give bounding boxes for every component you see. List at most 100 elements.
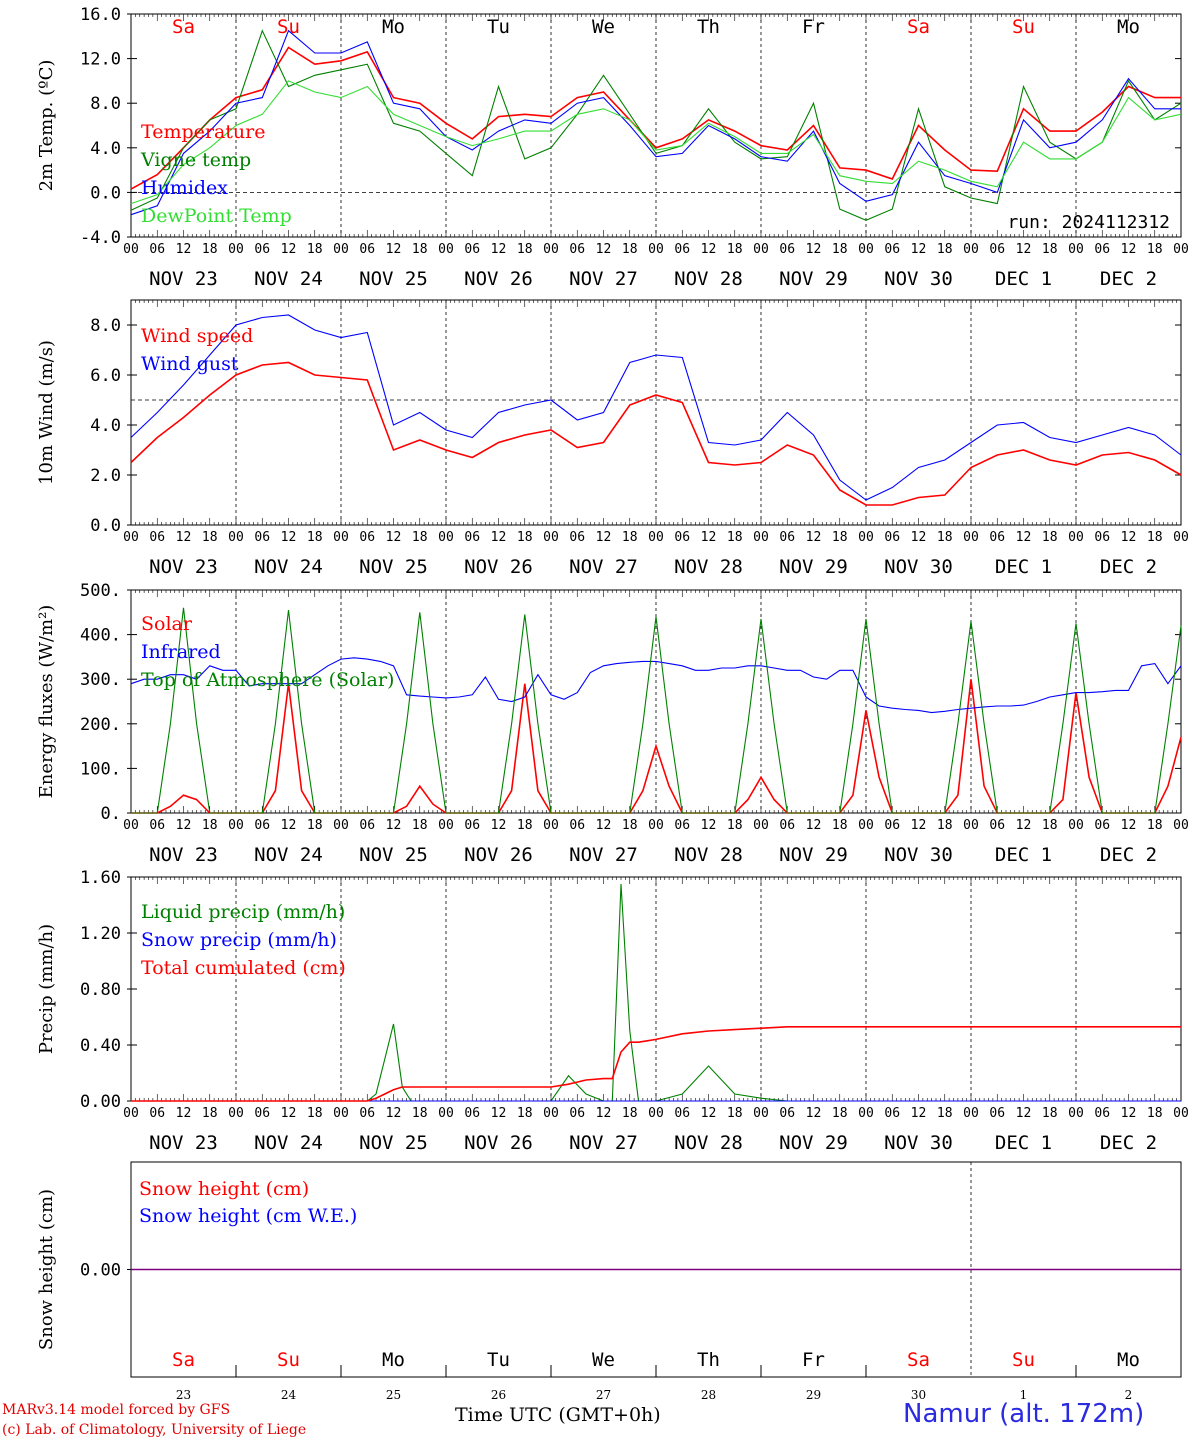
hour-label: 06 [779,242,795,257]
date-label: NOV 28 [674,556,743,578]
date-label: NOV 24 [254,844,323,866]
time-axis-label: Time UTC (GMT+0h) [455,1404,661,1426]
date-label: NOV 25 [359,1132,428,1154]
date-label: NOV 29 [779,844,848,866]
hour-label: 18 [1042,242,1058,257]
hour-label: 06 [989,242,1005,257]
date-label: DEC 1 [995,556,1052,578]
date-label: DEC 2 [1100,268,1157,290]
legend-entry: Infrared [141,641,221,663]
date-label: NOV 29 [779,556,848,578]
hour-label: 06 [674,242,690,257]
day-number: 2 [1125,1388,1133,1402]
hour-label: 06 [779,1106,795,1121]
hour-label: 12 [701,530,717,545]
hour-label: 00 [963,242,979,257]
hour-label: 06 [1094,818,1110,833]
date-label: NOV 23 [149,844,218,866]
hour-label: 18 [937,1106,953,1121]
hour-label: 12 [281,530,297,545]
hour-label: 06 [569,242,585,257]
legend-entry: Snow precip (mm/h) [141,929,337,951]
hour-label: 12 [1016,530,1032,545]
hour-label: 18 [1147,818,1163,833]
hour-label: 12 [596,530,612,545]
hour-label: 12 [596,242,612,257]
hour-label: 00 [1068,1106,1084,1121]
panel-frame-2 [130,589,1182,814]
hour-label: 12 [386,818,402,833]
hour-label: 00 [333,1106,349,1121]
hour-label: 00 [333,530,349,545]
hour-label: 00 [123,530,139,545]
date-label: NOV 24 [254,268,323,290]
hour-label: 12 [701,242,717,257]
hour-label: 00 [228,242,244,257]
hour-label: 18 [307,1106,323,1121]
hour-label: 18 [622,818,638,833]
date-label: NOV 23 [149,556,218,578]
date-label: NOV 23 [149,268,218,290]
hour-label: 00 [123,242,139,257]
hour-label: 06 [884,530,900,545]
series-line-green [131,607,1182,814]
hour-label: 12 [386,242,402,257]
day-name-top: We [592,16,615,38]
date-label: NOV 24 [254,1132,323,1154]
hour-label: 06 [359,530,375,545]
day-name-bottom: Tu [487,1349,510,1371]
hour-label: 00 [963,530,979,545]
y-tick-label: 8.0 [90,94,121,114]
hour-label: 00 [333,818,349,833]
day-name-bottom: Sa [907,1349,930,1371]
date-label: NOV 28 [674,844,743,866]
hour-label: 18 [622,530,638,545]
y-tick-label: 0.00 [80,1092,121,1112]
footer-credits: MARv3.14 model forced by GFS (c) Lab. of… [2,1400,306,1440]
hour-label: 12 [491,242,507,257]
date-label: NOV 23 [149,1132,218,1154]
hour-label: 06 [359,818,375,833]
day-name-top: Sa [172,16,195,38]
series-line-blue [130,657,1182,714]
y-tick-label: 0.00 [80,1261,121,1281]
legend-entry: Vigne temp [140,149,251,171]
day-name-top: Su [277,16,300,38]
date-label: NOV 27 [569,268,638,290]
legend-entry: Temperature [141,121,265,143]
y-tick-label: 0.80 [80,980,121,1000]
legend-entry: Liquid precip (mm/h) [141,901,345,923]
panel-frame-1 [130,299,1182,526]
day-number: 27 [596,1388,611,1402]
y-tick-label: 0. [101,804,121,824]
hour-label: 12 [596,818,612,833]
hour-label: 18 [1042,530,1058,545]
run-label: run: 2024112312 [1007,212,1170,233]
hour-label: 00 [1068,242,1084,257]
y-tick-label: 12.0 [80,50,121,70]
series-line-red [131,1026,1181,1102]
hour-label: 18 [832,530,848,545]
hour-label: 06 [674,530,690,545]
hour-label: 06 [569,1106,585,1121]
legend-entry: Top of Atmosphere (Solar) [141,669,394,691]
y-tick-label: 0.0 [90,516,121,536]
hour-label: 18 [412,530,428,545]
hour-label: 06 [149,1106,165,1121]
hour-label: 12 [1121,530,1137,545]
hour-label: 06 [989,530,1005,545]
hour-label: 12 [1016,818,1032,833]
hour-label: 12 [491,1106,507,1121]
legend-entry: Solar [141,613,193,635]
hour-label: 18 [727,530,743,545]
day-name-top: Tu [487,16,510,38]
hour-label: 12 [1016,242,1032,257]
hour-label: 12 [176,530,192,545]
hour-label: 00 [228,1106,244,1121]
hour-label: 12 [281,1106,297,1121]
hour-label: 00 [438,818,454,833]
hour-label: 12 [1121,1106,1137,1121]
date-label: NOV 28 [674,268,743,290]
hour-label: 12 [911,1106,927,1121]
series-line-blue [130,314,1182,501]
